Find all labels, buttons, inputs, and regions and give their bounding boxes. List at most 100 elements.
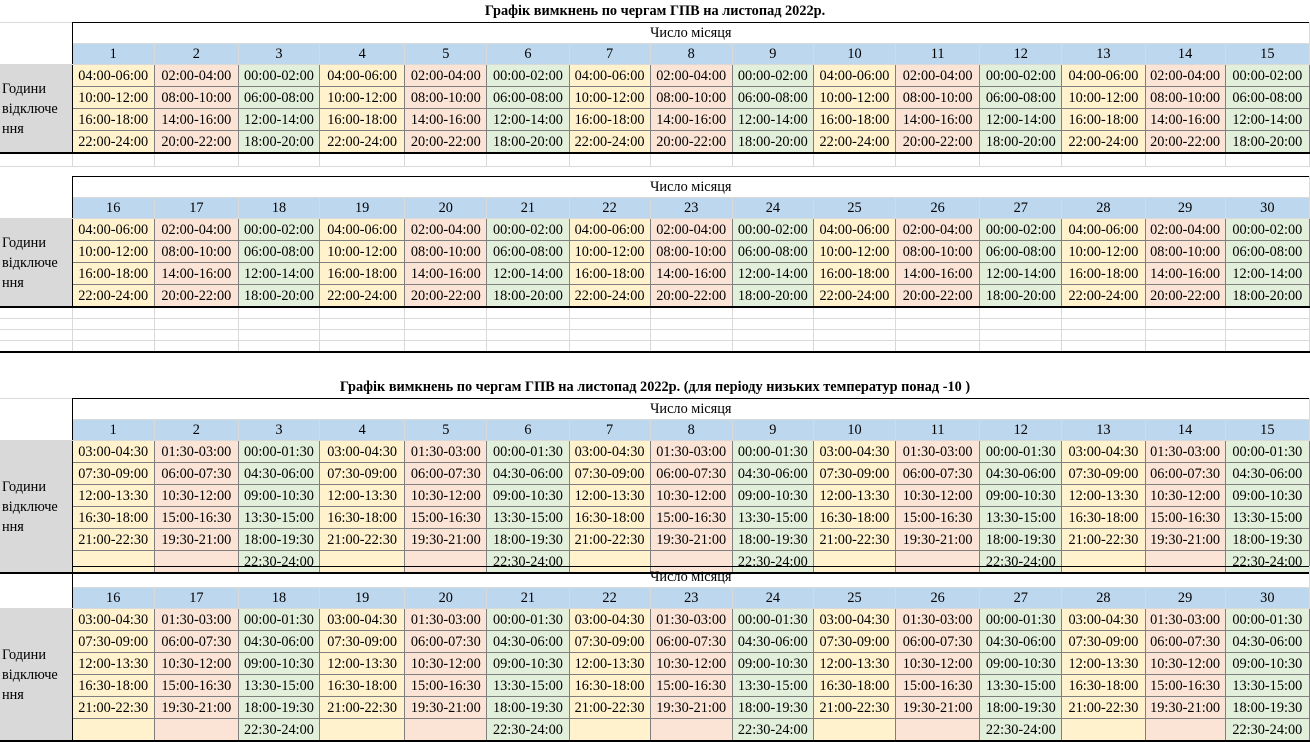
- time-slot-cell: 00:00-01:30: [979, 440, 1063, 463]
- time-slot-cell: 20:00-22:00: [895, 284, 981, 308]
- empty-cell: [979, 318, 1063, 330]
- day-number-header: 27: [979, 587, 1063, 609]
- time-slot-cell: 00:00-02:00: [979, 218, 1063, 241]
- time-slot-cell: 20:00-22:00: [1145, 284, 1226, 308]
- empty-cell: [650, 340, 733, 353]
- time-slot-cell: 12:00-14:00: [732, 108, 814, 131]
- time-slot-cell: [404, 718, 488, 742]
- time-slot-cell: 00:00-01:30: [1225, 608, 1310, 631]
- time-slot-cell: 08:00-10:00: [650, 86, 733, 109]
- time-slot-cell: 12:00-13:30: [813, 484, 897, 507]
- day-number-header: 14: [1145, 419, 1226, 441]
- time-slot-cell: 06:00-08:00: [238, 240, 321, 263]
- day-number-header: 13: [1061, 43, 1146, 65]
- time-slot-cell: 21:00-22:30: [1061, 696, 1146, 719]
- time-slot-cell: 18:00-19:30: [1225, 528, 1310, 551]
- time-slot-cell: 18:00-19:30: [486, 528, 570, 551]
- time-slot-cell: 09:00-10:30: [238, 652, 321, 675]
- day-number-header: 13: [1061, 419, 1146, 441]
- empty-cell: [1145, 340, 1226, 353]
- time-slot-cell: [895, 718, 981, 742]
- time-slot-cell: 08:00-10:00: [154, 240, 239, 263]
- time-slot-cell: 13:30-15:00: [238, 506, 321, 529]
- day-number-header: 18: [238, 587, 321, 609]
- time-slot-cell: 16:30-18:00: [569, 674, 651, 697]
- empty-cell: [0, 307, 73, 319]
- time-slot-cell: 14:00-16:00: [895, 262, 981, 285]
- time-slot-cell: 02:00-04:00: [895, 64, 981, 87]
- time-slot-cell: 03:00-04:30: [569, 608, 651, 631]
- time-slot-cell: 10:30-12:00: [154, 652, 239, 675]
- time-slot-cell: 00:00-01:30: [732, 440, 814, 463]
- time-slot-cell: 19:30-21:00: [895, 528, 981, 551]
- time-slot-cell: 00:00-02:00: [1225, 218, 1310, 241]
- empty-cell: [72, 153, 155, 167]
- day-number-header: 17: [154, 587, 239, 609]
- time-slot-cell: 08:00-10:00: [650, 240, 733, 263]
- time-slot-cell: 12:00-14:00: [979, 262, 1063, 285]
- time-slot-cell: 12:00-13:30: [72, 484, 155, 507]
- time-slot-cell: 16:30-18:00: [1061, 506, 1146, 529]
- time-slot-cell: 07:30-09:00: [1061, 462, 1146, 485]
- time-slot-cell: 14:00-16:00: [650, 108, 733, 131]
- time-slot-cell: 10:30-12:00: [650, 484, 733, 507]
- time-slot-cell: 13:30-15:00: [732, 674, 814, 697]
- time-slot-cell: 18:00-20:00: [1225, 284, 1310, 308]
- empty-cell: [319, 307, 406, 319]
- day-number-header: 5: [404, 419, 488, 441]
- empty-cell: [650, 307, 733, 319]
- time-slot-cell: 16:30-18:00: [72, 506, 155, 529]
- empty-cell: [486, 307, 570, 319]
- time-slot-cell: 16:00-18:00: [1061, 262, 1146, 285]
- time-slot-cell: 21:00-22:30: [813, 696, 897, 719]
- time-slot-cell: 12:00-14:00: [238, 262, 321, 285]
- time-slot-cell: 22:00-24:00: [569, 284, 651, 308]
- time-slot-cell: 20:00-22:00: [895, 130, 981, 154]
- empty-cell: [1061, 153, 1146, 167]
- time-slot-cell: 04:30-06:00: [1225, 630, 1310, 653]
- day-number-header: 10: [813, 43, 897, 65]
- time-slot-cell: 02:00-04:00: [1145, 218, 1226, 241]
- time-slot-cell: 04:30-06:00: [238, 462, 321, 485]
- time-slot-cell: 19:30-21:00: [1145, 528, 1226, 551]
- empty-cell: [732, 153, 814, 167]
- empty-cell: [319, 329, 406, 341]
- empty-cell: [895, 307, 981, 319]
- time-slot-cell: 04:00-06:00: [72, 64, 155, 87]
- schedule-block: Число місяця 16 17 18 19 20 21 22 23 24 25 26 27 28 29…: [0, 566, 1310, 742]
- empty-cell: [895, 153, 981, 167]
- time-slot-cell: 13:30-15:00: [486, 506, 570, 529]
- time-slot-cell: 06:00-07:30: [404, 630, 488, 653]
- time-slot-cell: 01:30-03:00: [404, 608, 488, 631]
- day-number-header: 2: [154, 419, 239, 441]
- day-number-header: 8: [650, 43, 733, 65]
- empty-cell: [1145, 318, 1226, 330]
- day-number-header: 6: [486, 419, 570, 441]
- empty-cell: [569, 318, 651, 330]
- time-slot-cell: 12:00-13:30: [569, 484, 651, 507]
- empty-cell: [154, 307, 239, 319]
- empty-cell: [650, 318, 733, 330]
- day-number-header: 11: [895, 43, 981, 65]
- time-slot-cell: 10:30-12:00: [895, 484, 981, 507]
- time-slot-cell: 14:00-16:00: [404, 262, 488, 285]
- time-slot-cell: 04:00-06:00: [319, 218, 406, 241]
- section-title: Графік вимкнень по чергам ГПВ на листопа…: [0, 376, 1310, 399]
- time-slot-cell: 14:00-16:00: [650, 262, 733, 285]
- time-slot-cell: 08:00-10:00: [1145, 86, 1226, 109]
- time-slot-row: 21:00-22:30 19:30-21:00 18:00-19:30 21:00-2…: [0, 696, 1310, 719]
- empty-cell: [1225, 329, 1310, 341]
- time-slot-cell: 01:30-03:00: [154, 440, 239, 463]
- day-number-header: 14: [1145, 43, 1226, 65]
- empty-cell: [238, 340, 321, 353]
- empty-cell: [0, 340, 73, 353]
- time-slot-cell: 03:00-04:30: [72, 440, 155, 463]
- empty-cell: [650, 329, 733, 341]
- time-slot-cell: 21:00-22:30: [569, 696, 651, 719]
- day-number-header: 9: [732, 419, 814, 441]
- empty-cell: [979, 153, 1063, 167]
- day-number-header: 1: [72, 43, 155, 65]
- time-slot-cell: 00:00-02:00: [238, 218, 321, 241]
- day-number-header: 26: [895, 197, 981, 219]
- time-slot-cell: 07:30-09:00: [72, 630, 155, 653]
